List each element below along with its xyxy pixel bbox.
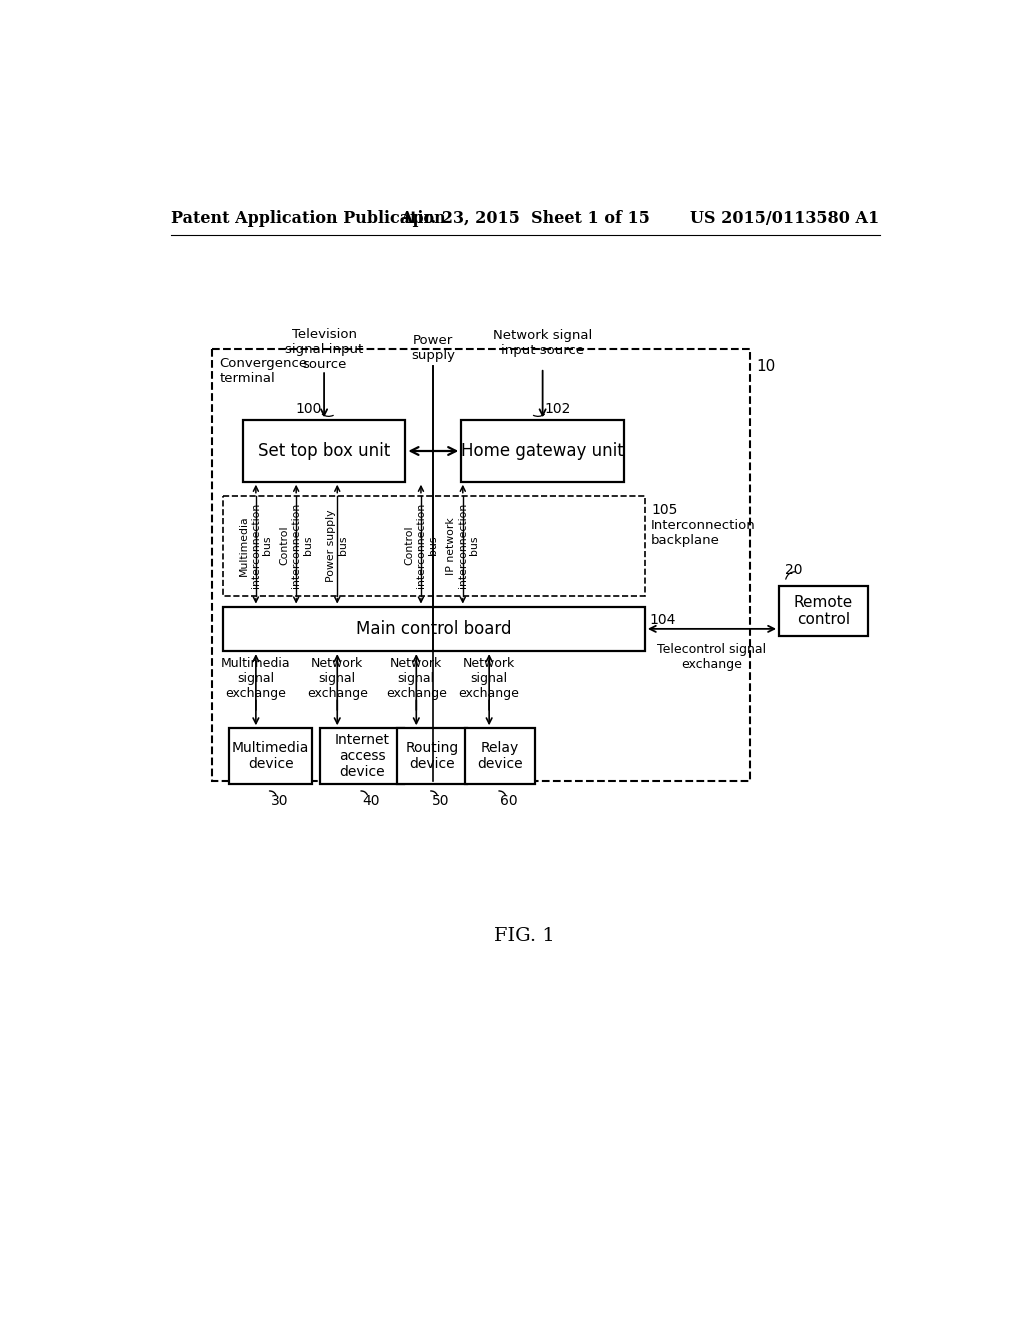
Bar [212,350,751,780]
Bar [397,729,467,784]
Text: Relay
device: Relay device [477,741,523,771]
Text: Control
interconnection
bus: Control interconnection bus [404,503,437,589]
Bar [222,607,645,651]
Text: Television
signal input
source: Television signal input source [285,327,364,371]
Text: Home gateway unit: Home gateway unit [461,442,624,459]
Text: 100: 100 [295,403,322,416]
Text: 60: 60 [501,793,518,808]
Bar [321,729,403,784]
Text: Network
signal
exchange: Network signal exchange [307,657,368,701]
Text: Apr. 23, 2015  Sheet 1 of 15: Apr. 23, 2015 Sheet 1 of 15 [399,210,650,227]
Text: 104: 104 [649,612,676,627]
Text: Interconnection
backplane: Interconnection backplane [651,519,756,546]
Text: Power
supply: Power supply [412,334,456,362]
Text: 30: 30 [271,793,289,808]
Text: Telecontrol signal
exchange: Telecontrol signal exchange [657,643,767,671]
Text: Patent Application Publication: Patent Application Publication [171,210,445,227]
Bar [779,586,868,636]
Bar [222,496,645,595]
Text: 20: 20 [785,564,803,577]
Text: Network
signal
exchange: Network signal exchange [459,657,519,701]
Text: 102: 102 [545,403,571,416]
Text: Routing
device: Routing device [406,741,459,771]
Text: US 2015/0113580 A1: US 2015/0113580 A1 [690,210,880,227]
Text: Main control board: Main control board [356,620,511,638]
Bar [461,420,624,482]
Text: 40: 40 [362,793,380,808]
Text: IP network
interconnection
bus: IP network interconnection bus [446,503,479,589]
Text: Internet
access
device: Internet access device [335,733,389,779]
Text: Set top box unit: Set top box unit [258,442,390,459]
Text: Multimedia
signal
exchange: Multimedia signal exchange [221,657,291,701]
Text: Multimedia
interconnection
bus: Multimedia interconnection bus [240,503,272,589]
Text: Remote
control: Remote control [794,594,853,627]
Text: 105: 105 [651,503,678,517]
Text: Multimedia
device: Multimedia device [231,741,309,771]
Text: 10: 10 [757,359,776,374]
Text: Power supply
bus: Power supply bus [327,510,348,582]
Text: 50: 50 [432,793,450,808]
Bar [243,420,406,482]
Bar [465,729,535,784]
Text: Network
signal
exchange: Network signal exchange [386,657,446,701]
Text: Convergence
terminal: Convergence terminal [219,358,307,385]
Text: Control
interconnection
bus: Control interconnection bus [280,503,312,589]
Bar [228,729,312,784]
Text: FIG. 1: FIG. 1 [495,927,555,945]
Text: Network signal
input source: Network signal input source [493,330,592,358]
